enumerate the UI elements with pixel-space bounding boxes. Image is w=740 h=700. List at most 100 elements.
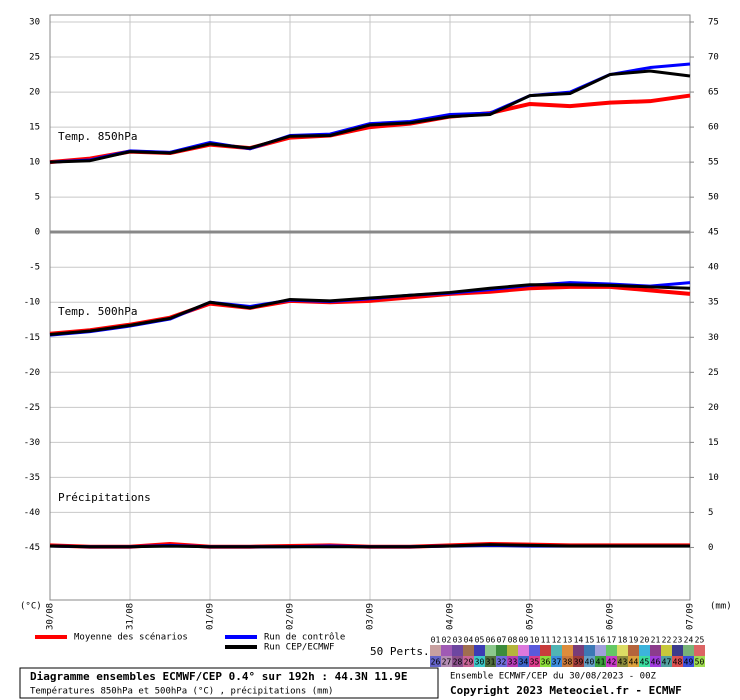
y-tick-label: -15: [24, 333, 40, 343]
perturbation-swatch: [617, 656, 628, 667]
perturbation-code: 23: [673, 636, 683, 645]
legend-label: Run de contrôle: [264, 632, 345, 643]
x-tick-label: 31/08: [126, 603, 136, 630]
perturbation-swatch: [650, 645, 661, 656]
y2-tick-label: 40: [708, 263, 719, 273]
perturbation-code: 15: [585, 636, 595, 645]
perturbations-title: 50 Perts.: [370, 645, 430, 658]
perturbation-swatch: [496, 656, 507, 667]
perturbation-swatch: [562, 656, 573, 667]
perturbation-swatch: [529, 656, 540, 667]
y2-unit: (mm): [710, 602, 732, 612]
y-tick-label: -20: [24, 368, 40, 378]
y-tick-label: 0: [35, 228, 40, 238]
perturbation-code: 34: [519, 658, 529, 667]
perturbation-swatch: [463, 656, 474, 667]
perturbation-swatch: [551, 656, 562, 667]
perturbation-code: 16: [596, 636, 606, 645]
perturbation-swatch: [573, 645, 584, 656]
perturbation-code: 41: [596, 658, 606, 667]
perturbation-swatch: [584, 656, 595, 667]
perturbation-code: 10: [530, 636, 540, 645]
grid: [49, 15, 691, 600]
perturbation-code: 31: [486, 658, 496, 667]
perturbation-swatch: [463, 645, 474, 656]
perturbation-code: 44: [629, 658, 639, 667]
perturbation-code: 09: [519, 636, 529, 645]
y2-tick-label: 70: [708, 53, 719, 63]
y-tick-label: 25: [29, 53, 40, 63]
perturbation-swatch: [584, 645, 595, 656]
panel-label: Temp. 850hPa: [58, 130, 137, 143]
perturbation-swatch: [430, 656, 441, 667]
perturbation-swatch: [639, 656, 650, 667]
y-tick-label: 10: [29, 158, 40, 168]
y2-tick-label: 25: [708, 368, 719, 378]
x-tick-label: 04/09: [446, 603, 456, 630]
perturbation-code: 50: [695, 658, 705, 667]
perturbation-swatch: [441, 645, 452, 656]
perturbation-swatch: [507, 656, 518, 667]
perturbation-swatch: [485, 645, 496, 656]
perturbation-swatch: [430, 645, 441, 656]
y-tick-label: -25: [24, 403, 40, 413]
perturbation-code: 29: [464, 658, 474, 667]
y2-tick-label: 10: [708, 473, 719, 483]
perturbation-swatch: [694, 645, 705, 656]
legend-label: Moyenne des scénarios: [74, 632, 188, 643]
y2-tick-label: 45: [708, 228, 719, 238]
perturbation-swatch: [595, 656, 606, 667]
perturbation-swatch: [595, 645, 606, 656]
perturbation-code: 30: [475, 658, 485, 667]
footer-box: [19, 667, 439, 699]
perturbation-code: 35: [530, 658, 540, 667]
y2-tick-label: 30: [708, 333, 719, 343]
x-tick-label: 02/09: [286, 603, 296, 630]
perturbation-swatch: [474, 645, 485, 656]
perturbation-code: 20: [640, 636, 650, 645]
perturbation-swatch: [496, 645, 507, 656]
perturbation-swatch: [573, 656, 584, 667]
perturbation-swatch: [628, 656, 639, 667]
perturbation-swatch: [683, 656, 694, 667]
y-tick-label: -35: [24, 473, 40, 483]
x-tick-label: 05/09: [526, 603, 536, 630]
y-tick-label: 30: [29, 18, 40, 28]
y-tick-label: -40: [24, 508, 40, 518]
footer-run: Ensemble ECMWF/CEP du 30/08/2023 - 00Z: [450, 672, 656, 682]
perturbation-code: 19: [629, 636, 639, 645]
perturbation-swatch: [606, 645, 617, 656]
perturbation-swatch: [672, 656, 683, 667]
perturbation-swatch: [650, 656, 661, 667]
footer-copyright: Copyright 2023 Meteociel.fr - ECMWF: [450, 684, 682, 697]
perturbation-swatch: [474, 656, 485, 667]
footer-subtitle: Températures 850hPa et 500hPa (°C) , pré…: [30, 686, 333, 697]
y2-tick-label: 60: [708, 123, 719, 133]
perturbation-swatch: [562, 645, 573, 656]
perturbation-code: 46: [651, 658, 661, 667]
perturbation-code: 27: [442, 658, 452, 667]
perturbation-swatch: [441, 656, 452, 667]
perturbation-swatch: [617, 645, 628, 656]
perturbation-code: 01: [431, 636, 441, 645]
perturbation-code: 26: [431, 658, 441, 667]
x-tick-label: 30/08: [46, 603, 56, 630]
perturbation-swatch: [518, 645, 529, 656]
y-unit: (°C): [20, 602, 42, 612]
perturbation-code: 04: [464, 636, 474, 645]
legend-label: Run CEP/ECMWF: [264, 643, 334, 653]
perturbation-swatch: [661, 656, 672, 667]
perturbation-code: 24: [684, 636, 694, 645]
perturbation-code: 12: [552, 636, 562, 645]
perturbation-swatch: [540, 656, 551, 667]
perturbation-code: 18: [618, 636, 628, 645]
perturbation-code: 45: [640, 658, 650, 667]
perturbation-swatch: [529, 645, 540, 656]
perturbation-code: 36: [541, 658, 551, 667]
perturbation-code: 49: [684, 658, 694, 667]
panel-label: Précipitations: [58, 491, 151, 504]
series-line: [49, 69, 691, 164]
x-tick-label: 07/09: [686, 603, 696, 630]
y2-tick-label: 35: [708, 298, 719, 308]
y-tick-label: 5: [35, 193, 40, 203]
